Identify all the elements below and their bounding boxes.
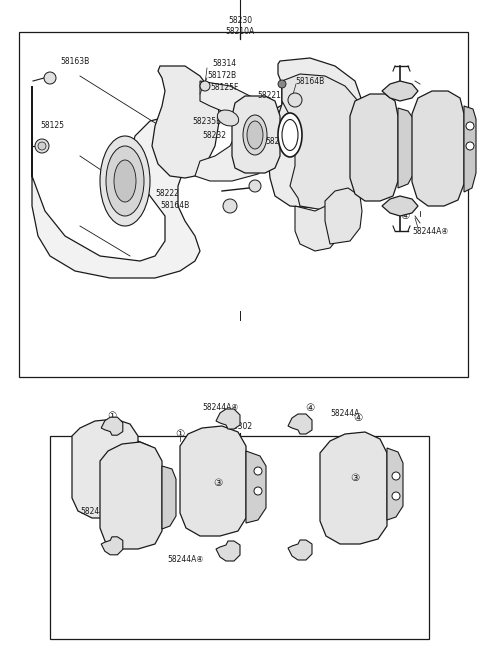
Circle shape bbox=[254, 487, 262, 495]
Text: ④: ④ bbox=[400, 86, 409, 96]
Circle shape bbox=[278, 80, 286, 88]
Polygon shape bbox=[246, 451, 266, 523]
Text: 58233: 58233 bbox=[265, 136, 289, 146]
Text: 58244A: 58244A bbox=[420, 96, 449, 106]
Text: 58222: 58222 bbox=[155, 190, 179, 199]
Polygon shape bbox=[101, 417, 123, 435]
Circle shape bbox=[288, 93, 302, 107]
Bar bbox=[50, 436, 429, 639]
Ellipse shape bbox=[114, 160, 136, 202]
Circle shape bbox=[392, 492, 400, 500]
Text: 58314: 58314 bbox=[212, 60, 236, 68]
Text: 58232: 58232 bbox=[202, 131, 226, 140]
Polygon shape bbox=[268, 58, 362, 208]
Text: ③: ③ bbox=[350, 473, 360, 483]
Ellipse shape bbox=[243, 115, 267, 155]
Polygon shape bbox=[320, 432, 387, 544]
Polygon shape bbox=[412, 91, 464, 206]
Polygon shape bbox=[72, 419, 138, 518]
Text: ④: ④ bbox=[305, 403, 314, 413]
Text: 58244A: 58244A bbox=[80, 506, 109, 516]
Text: 58125: 58125 bbox=[40, 121, 64, 131]
Polygon shape bbox=[216, 409, 240, 429]
Text: 58125F: 58125F bbox=[210, 83, 239, 92]
Text: 58164B: 58164B bbox=[160, 201, 189, 211]
Text: ④: ④ bbox=[106, 506, 115, 516]
Ellipse shape bbox=[247, 121, 263, 149]
Text: ④: ④ bbox=[353, 413, 362, 423]
Polygon shape bbox=[387, 448, 403, 520]
Text: 58230: 58230 bbox=[228, 16, 252, 26]
Circle shape bbox=[254, 467, 262, 475]
Text: ①: ① bbox=[108, 411, 117, 421]
Polygon shape bbox=[382, 196, 418, 216]
Polygon shape bbox=[100, 442, 162, 549]
Circle shape bbox=[466, 122, 474, 130]
Polygon shape bbox=[282, 74, 368, 211]
Circle shape bbox=[466, 142, 474, 150]
Polygon shape bbox=[350, 94, 398, 201]
Text: ③: ③ bbox=[214, 478, 223, 488]
Text: 58235B: 58235B bbox=[192, 117, 221, 125]
Text: 58244A④: 58244A④ bbox=[202, 403, 238, 413]
Text: 58244A: 58244A bbox=[330, 409, 360, 419]
Polygon shape bbox=[216, 541, 240, 561]
Polygon shape bbox=[325, 188, 362, 244]
Text: 58172B: 58172B bbox=[207, 72, 236, 81]
Polygon shape bbox=[382, 81, 418, 101]
Text: ③: ③ bbox=[431, 146, 440, 156]
Circle shape bbox=[223, 199, 237, 213]
Circle shape bbox=[35, 139, 49, 153]
Polygon shape bbox=[464, 106, 476, 192]
Text: 58163B: 58163B bbox=[60, 56, 89, 66]
Text: 58244A④: 58244A④ bbox=[412, 226, 448, 236]
Polygon shape bbox=[288, 414, 312, 434]
Text: 58210A: 58210A bbox=[226, 27, 254, 36]
Text: 58302: 58302 bbox=[228, 422, 252, 431]
Ellipse shape bbox=[278, 113, 302, 157]
Text: ①: ① bbox=[365, 146, 374, 156]
Circle shape bbox=[392, 472, 400, 480]
Circle shape bbox=[44, 72, 56, 84]
Circle shape bbox=[249, 180, 261, 192]
Text: ④: ④ bbox=[400, 211, 409, 221]
Polygon shape bbox=[138, 441, 154, 501]
Polygon shape bbox=[195, 81, 278, 181]
Text: 58244A④: 58244A④ bbox=[167, 556, 203, 565]
Polygon shape bbox=[180, 426, 246, 536]
Text: 58164B: 58164B bbox=[295, 77, 324, 85]
Polygon shape bbox=[101, 537, 123, 555]
Ellipse shape bbox=[282, 119, 298, 150]
Text: 58221: 58221 bbox=[257, 91, 281, 100]
Text: ①: ① bbox=[175, 429, 185, 439]
Polygon shape bbox=[398, 108, 415, 188]
Polygon shape bbox=[295, 191, 340, 251]
Polygon shape bbox=[232, 96, 280, 173]
Polygon shape bbox=[152, 66, 220, 178]
Circle shape bbox=[200, 81, 210, 91]
Circle shape bbox=[38, 142, 46, 150]
Polygon shape bbox=[162, 466, 176, 529]
Polygon shape bbox=[288, 540, 312, 560]
Polygon shape bbox=[32, 86, 200, 278]
Ellipse shape bbox=[217, 110, 239, 126]
Ellipse shape bbox=[106, 146, 144, 216]
Bar bbox=[19, 32, 468, 377]
Ellipse shape bbox=[100, 136, 150, 226]
